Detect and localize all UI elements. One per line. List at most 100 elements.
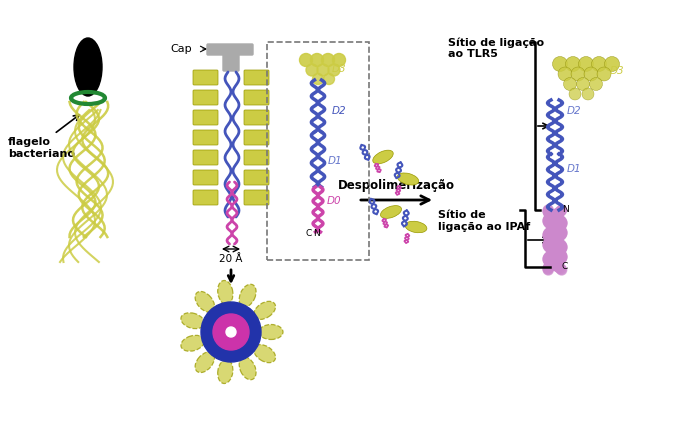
- Circle shape: [543, 215, 553, 226]
- Circle shape: [552, 261, 562, 271]
- Ellipse shape: [373, 150, 393, 164]
- Circle shape: [546, 210, 556, 220]
- Circle shape: [571, 67, 585, 81]
- Circle shape: [553, 238, 563, 248]
- Circle shape: [554, 256, 564, 266]
- Circle shape: [201, 302, 261, 362]
- Circle shape: [549, 225, 559, 235]
- Circle shape: [557, 228, 567, 238]
- Circle shape: [554, 248, 564, 258]
- Circle shape: [556, 241, 567, 251]
- Ellipse shape: [254, 345, 276, 363]
- Circle shape: [544, 252, 554, 262]
- FancyBboxPatch shape: [193, 190, 218, 205]
- Circle shape: [317, 64, 329, 76]
- Circle shape: [554, 231, 565, 241]
- Circle shape: [544, 218, 554, 228]
- Circle shape: [547, 212, 557, 222]
- Circle shape: [551, 237, 561, 247]
- Circle shape: [213, 314, 249, 350]
- Circle shape: [543, 254, 553, 264]
- Circle shape: [544, 238, 554, 248]
- Text: D2: D2: [567, 106, 582, 116]
- Circle shape: [544, 265, 553, 275]
- Circle shape: [543, 229, 553, 239]
- Circle shape: [555, 255, 565, 265]
- Circle shape: [543, 264, 553, 274]
- Ellipse shape: [218, 360, 233, 384]
- Ellipse shape: [195, 352, 215, 372]
- FancyBboxPatch shape: [244, 110, 269, 125]
- Ellipse shape: [380, 206, 401, 219]
- Circle shape: [313, 73, 324, 85]
- Circle shape: [328, 64, 340, 76]
- Circle shape: [550, 260, 561, 270]
- Circle shape: [556, 230, 565, 240]
- FancyBboxPatch shape: [193, 70, 218, 85]
- Circle shape: [556, 226, 566, 235]
- Circle shape: [546, 260, 556, 270]
- FancyBboxPatch shape: [244, 190, 269, 205]
- Circle shape: [299, 54, 313, 67]
- Circle shape: [550, 224, 561, 234]
- Circle shape: [550, 210, 561, 220]
- Circle shape: [554, 222, 564, 232]
- Circle shape: [543, 239, 553, 249]
- Text: D0: D0: [327, 196, 342, 206]
- Circle shape: [544, 214, 554, 224]
- Circle shape: [555, 249, 565, 259]
- Text: D1: D1: [567, 164, 582, 174]
- Circle shape: [556, 240, 565, 250]
- Circle shape: [554, 239, 565, 249]
- Circle shape: [552, 257, 563, 267]
- Circle shape: [544, 241, 554, 251]
- Circle shape: [552, 247, 563, 257]
- Text: Sítio de
ligação ao IPAf: Sítio de ligação ao IPAf: [438, 210, 530, 232]
- Circle shape: [548, 245, 557, 254]
- Circle shape: [557, 242, 567, 252]
- Circle shape: [557, 241, 567, 251]
- FancyBboxPatch shape: [193, 170, 218, 185]
- Circle shape: [558, 67, 572, 81]
- Circle shape: [548, 226, 557, 235]
- Circle shape: [592, 57, 607, 72]
- Circle shape: [554, 214, 564, 224]
- Circle shape: [605, 57, 619, 72]
- Ellipse shape: [74, 38, 102, 96]
- Circle shape: [543, 255, 553, 265]
- Circle shape: [544, 209, 554, 219]
- Ellipse shape: [405, 221, 427, 233]
- Circle shape: [556, 226, 567, 237]
- Text: D2: D2: [332, 106, 347, 116]
- Circle shape: [547, 211, 557, 221]
- Circle shape: [556, 250, 566, 260]
- Circle shape: [556, 217, 567, 227]
- Ellipse shape: [259, 324, 283, 340]
- Circle shape: [322, 54, 334, 67]
- FancyBboxPatch shape: [244, 90, 269, 105]
- FancyBboxPatch shape: [244, 130, 269, 145]
- Text: D3: D3: [610, 66, 625, 76]
- Circle shape: [546, 244, 556, 254]
- Circle shape: [579, 57, 594, 72]
- Circle shape: [550, 213, 561, 222]
- Circle shape: [556, 206, 566, 216]
- Circle shape: [552, 247, 562, 257]
- Circle shape: [549, 212, 559, 222]
- Circle shape: [582, 88, 594, 100]
- Circle shape: [554, 208, 563, 218]
- Circle shape: [543, 240, 553, 250]
- Text: Sítio de ligação
ao TLR5: Sítio de ligação ao TLR5: [448, 37, 544, 59]
- Circle shape: [556, 265, 567, 275]
- Circle shape: [544, 213, 554, 223]
- Circle shape: [556, 245, 566, 254]
- Circle shape: [306, 64, 318, 76]
- Circle shape: [546, 213, 556, 222]
- Circle shape: [555, 263, 565, 273]
- Circle shape: [563, 77, 577, 90]
- Circle shape: [548, 259, 559, 270]
- Text: D3: D3: [332, 64, 347, 74]
- Circle shape: [552, 223, 563, 233]
- Circle shape: [554, 262, 563, 272]
- FancyBboxPatch shape: [193, 130, 218, 145]
